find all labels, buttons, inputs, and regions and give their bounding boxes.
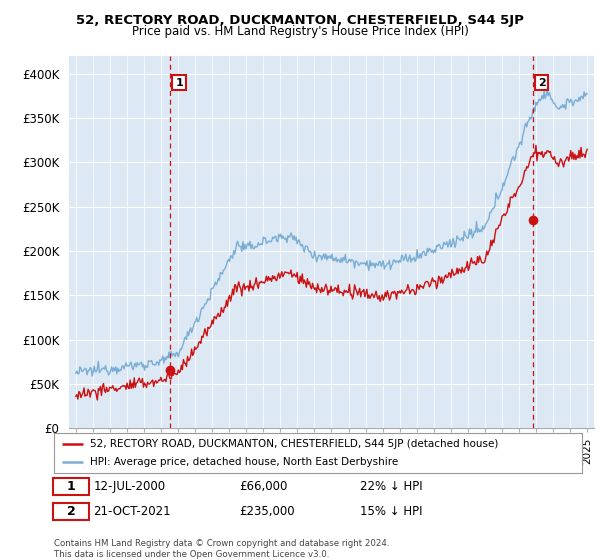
- Text: 2: 2: [67, 505, 75, 518]
- Text: 22% ↓ HPI: 22% ↓ HPI: [360, 480, 423, 493]
- Text: Contains HM Land Registry data © Crown copyright and database right 2024.
This d: Contains HM Land Registry data © Crown c…: [54, 539, 389, 559]
- Text: £235,000: £235,000: [239, 505, 295, 518]
- FancyBboxPatch shape: [53, 478, 89, 495]
- Text: HPI: Average price, detached house, North East Derbyshire: HPI: Average price, detached house, Nort…: [90, 458, 398, 467]
- Text: 52, RECTORY ROAD, DUCKMANTON, CHESTERFIELD, S44 5JP: 52, RECTORY ROAD, DUCKMANTON, CHESTERFIE…: [76, 14, 524, 27]
- Text: 21-OCT-2021: 21-OCT-2021: [94, 505, 171, 518]
- Text: 2: 2: [538, 78, 545, 87]
- FancyBboxPatch shape: [53, 503, 89, 520]
- Text: 1: 1: [67, 480, 75, 493]
- Text: 15% ↓ HPI: 15% ↓ HPI: [360, 505, 423, 518]
- Text: £66,000: £66,000: [239, 480, 287, 493]
- Text: 12-JUL-2000: 12-JUL-2000: [94, 480, 166, 493]
- Text: 52, RECTORY ROAD, DUCKMANTON, CHESTERFIELD, S44 5JP (detached house): 52, RECTORY ROAD, DUCKMANTON, CHESTERFIE…: [90, 439, 498, 449]
- Text: Price paid vs. HM Land Registry's House Price Index (HPI): Price paid vs. HM Land Registry's House …: [131, 25, 469, 38]
- Text: 1: 1: [175, 78, 183, 87]
